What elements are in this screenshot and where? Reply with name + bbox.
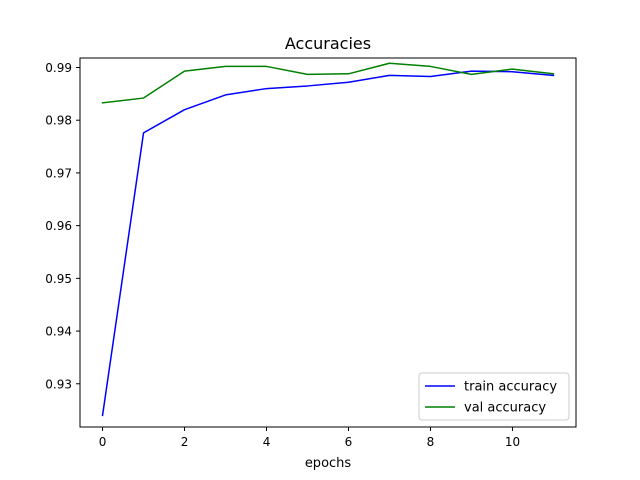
x-tick-label: 4 bbox=[263, 435, 271, 449]
chart-title: Accuracies bbox=[285, 34, 371, 53]
axes-frame bbox=[79, 57, 577, 428]
y-axis: 0.93 0.94 0.95 0.96 0.97 0.98 0.99 bbox=[45, 61, 80, 391]
y-tick-label: 0.93 bbox=[45, 377, 72, 391]
x-tick-label: 8 bbox=[427, 435, 435, 449]
x-tick-label: 6 bbox=[345, 435, 353, 449]
legend-label-1: val accuracy bbox=[464, 401, 546, 416]
x-tick-label: 0 bbox=[99, 435, 107, 449]
series-line-0 bbox=[101, 70, 555, 417]
x-tick-label: 10 bbox=[505, 435, 520, 449]
y-tick-label: 0.94 bbox=[45, 325, 72, 339]
y-tick-label: 0.99 bbox=[45, 61, 72, 75]
y-tick-label: 0.96 bbox=[45, 219, 72, 233]
plot-area bbox=[101, 62, 555, 417]
y-tick-label: 0.98 bbox=[45, 114, 72, 128]
legend-box bbox=[418, 372, 570, 421]
y-tick-label: 0.95 bbox=[45, 272, 72, 286]
series-line-1 bbox=[101, 62, 555, 104]
legend: train accuracy val accuracy bbox=[418, 372, 570, 421]
x-tick-label: 2 bbox=[181, 435, 189, 449]
legend-label-0: train accuracy bbox=[464, 380, 557, 395]
x-axis-label: epochs bbox=[305, 456, 352, 471]
y-tick-label: 0.97 bbox=[45, 166, 72, 180]
x-axis: 0 2 4 6 8 10 bbox=[99, 427, 520, 449]
